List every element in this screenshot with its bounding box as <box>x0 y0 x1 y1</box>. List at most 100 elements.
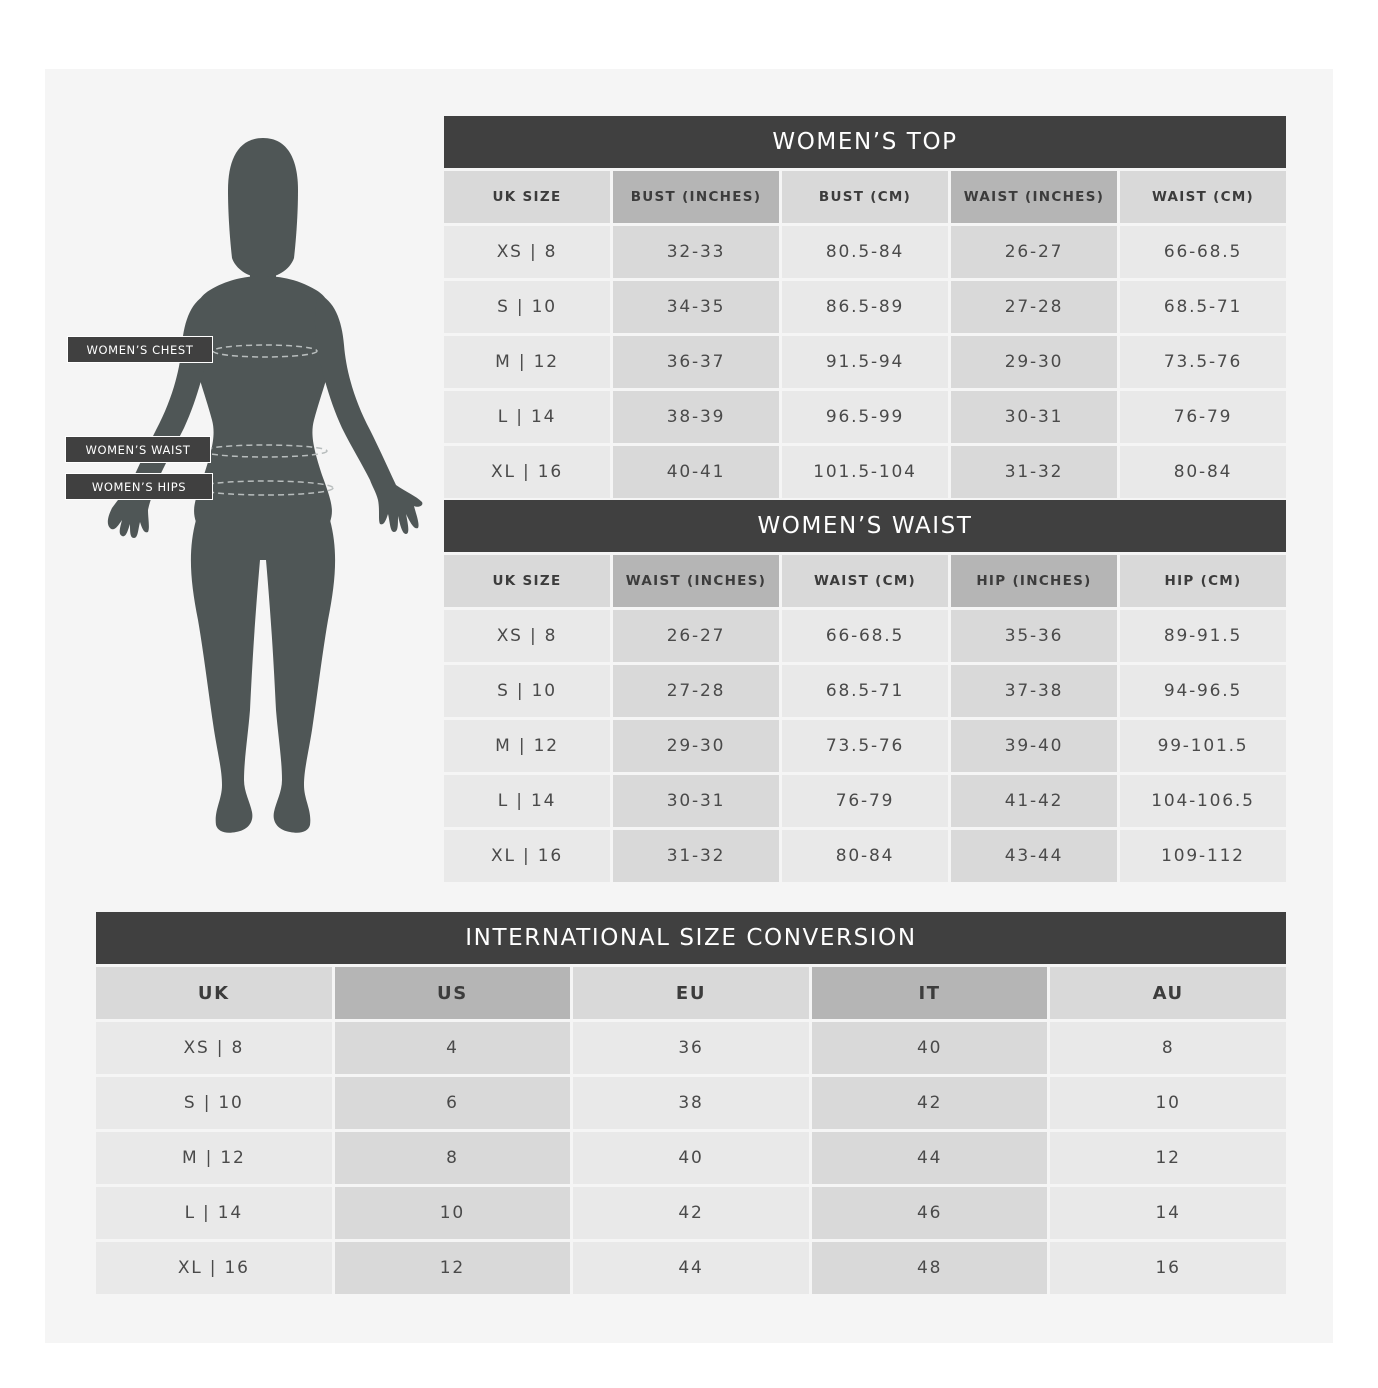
header-row: UK SIZE WAIST (INCHES) WAIST (CM) HIP (I… <box>444 555 1286 607</box>
table-cell: 80-84 <box>1120 446 1286 498</box>
table-row: XS | 8 4 36 40 8 <box>96 1022 1286 1074</box>
hips-label: WOMEN’S HIPS <box>65 473 213 500</box>
table-cell: 46 <box>811 1187 1048 1239</box>
table-cell: XS | 8 <box>444 610 610 662</box>
table-cell: 14 <box>1050 1187 1286 1239</box>
table-cell: 10 <box>1050 1077 1286 1129</box>
table-row: M | 12 36-37 91.5-94 29-30 73.5-76 <box>444 336 1286 388</box>
table-title: WOMEN’S WAIST <box>444 500 1286 552</box>
table-cell: 96.5-99 <box>782 391 948 443</box>
table-cell: 35-36 <box>951 610 1117 662</box>
table-cell: 29-30 <box>613 720 779 772</box>
table-cell: XL | 16 <box>444 446 610 498</box>
table-cell: 4 <box>334 1022 571 1074</box>
waist-label: WOMEN’S WAIST <box>65 436 211 463</box>
table-cell: 41-42 <box>951 775 1117 827</box>
table-cell: 27-28 <box>613 665 779 717</box>
column-header: WAIST (CM) <box>782 555 948 607</box>
table-title: WOMEN’S TOP <box>444 116 1286 168</box>
table-cell: 16 <box>1050 1242 1286 1294</box>
table-cell: 10 <box>334 1187 571 1239</box>
column-header: UK SIZE <box>444 555 610 607</box>
table-cell: 76-79 <box>782 775 948 827</box>
table-cell: 8 <box>1050 1022 1286 1074</box>
table-cell: L | 14 <box>444 775 610 827</box>
table-cell: 31-32 <box>613 830 779 882</box>
table-cell: M | 12 <box>96 1132 332 1184</box>
table-cell: L | 14 <box>444 391 610 443</box>
table-cell: 94-96.5 <box>1120 665 1286 717</box>
table-cell: 6 <box>334 1077 571 1129</box>
table-cell: XL | 16 <box>444 830 610 882</box>
table-row: L | 14 10 42 46 14 <box>96 1187 1286 1239</box>
table-cell: 86.5-89 <box>782 281 948 333</box>
table-cell: 48 <box>811 1242 1048 1294</box>
table-cell: XS | 8 <box>96 1022 332 1074</box>
table-row: XS | 8 26-27 66-68.5 35-36 89-91.5 <box>444 610 1286 662</box>
table-cell: 12 <box>334 1242 571 1294</box>
table-row: XL | 16 40-41 101.5-104 31-32 80-84 <box>444 446 1286 498</box>
column-header: EU <box>573 967 809 1019</box>
table-cell: M | 12 <box>444 336 610 388</box>
table-cell: 40-41 <box>613 446 779 498</box>
table-row: L | 14 38-39 96.5-99 30-31 76-79 <box>444 391 1286 443</box>
table-cell: 30-31 <box>951 391 1117 443</box>
table-cell: 40 <box>811 1022 1048 1074</box>
table-cell: 38 <box>573 1077 809 1129</box>
column-header: WAIST (INCHES) <box>951 171 1117 223</box>
column-header: UK <box>96 967 332 1019</box>
table-cell: 91.5-94 <box>782 336 948 388</box>
table-cell: 38-39 <box>613 391 779 443</box>
table-cell: 29-30 <box>951 336 1117 388</box>
table-cell: 66-68.5 <box>782 610 948 662</box>
table-row: L | 14 30-31 76-79 41-42 104-106.5 <box>444 775 1286 827</box>
column-header: IT <box>811 967 1048 1019</box>
womens-waist-table: WOMEN’S WAIST UK SIZE WAIST (INCHES) WAI… <box>444 500 1286 885</box>
chest-label: WOMEN’S CHEST <box>67 336 213 363</box>
table-cell: 80-84 <box>782 830 948 882</box>
header-row: UK US EU IT AU <box>96 967 1286 1019</box>
table-row: M | 12 8 40 44 12 <box>96 1132 1286 1184</box>
column-header: UK SIZE <box>444 171 610 223</box>
table-cell: 109-112 <box>1120 830 1286 882</box>
table-row: XS | 8 32-33 80.5-84 26-27 66-68.5 <box>444 226 1286 278</box>
table-cell: 12 <box>1050 1132 1286 1184</box>
table-cell: 8 <box>334 1132 571 1184</box>
column-header: HIP (CM) <box>1120 555 1286 607</box>
table-cell: 36-37 <box>613 336 779 388</box>
table-cell: 36 <box>573 1022 809 1074</box>
table-cell: 68.5-71 <box>782 665 948 717</box>
column-header: BUST (INCHES) <box>613 171 779 223</box>
table-cell: 44 <box>811 1132 1048 1184</box>
table-cell: 32-33 <box>613 226 779 278</box>
table-row: S | 10 6 38 42 10 <box>96 1077 1286 1129</box>
table-cell: 104-106.5 <box>1120 775 1286 827</box>
table-cell: 44 <box>573 1242 809 1294</box>
table-cell: 34-35 <box>613 281 779 333</box>
column-header: HIP (INCHES) <box>951 555 1117 607</box>
table-title: INTERNATIONAL SIZE CONVERSION <box>96 912 1286 964</box>
table-cell: 40 <box>573 1132 809 1184</box>
table-cell: 101.5-104 <box>782 446 948 498</box>
header-row: UK SIZE BUST (INCHES) BUST (CM) WAIST (I… <box>444 171 1286 223</box>
table-cell: 31-32 <box>951 446 1117 498</box>
table-cell: 37-38 <box>951 665 1117 717</box>
table-row: XL | 16 12 44 48 16 <box>96 1242 1286 1294</box>
table-row: S | 10 34-35 86.5-89 27-28 68.5-71 <box>444 281 1286 333</box>
table-cell: 26-27 <box>613 610 779 662</box>
table-cell: 68.5-71 <box>1120 281 1286 333</box>
table-cell: L | 14 <box>96 1187 332 1239</box>
table-cell: XL | 16 <box>96 1242 332 1294</box>
table-cell: 42 <box>573 1187 809 1239</box>
table-cell: M | 12 <box>444 720 610 772</box>
column-header: AU <box>1050 967 1286 1019</box>
table-cell: 30-31 <box>613 775 779 827</box>
table-cell: 27-28 <box>951 281 1117 333</box>
column-header: BUST (CM) <box>782 171 948 223</box>
column-header: US <box>334 967 571 1019</box>
table-cell: 99-101.5 <box>1120 720 1286 772</box>
table-cell: 89-91.5 <box>1120 610 1286 662</box>
table-cell: S | 10 <box>444 281 610 333</box>
table-cell: 73.5-76 <box>1120 336 1286 388</box>
womens-top-table: WOMEN’S TOP UK SIZE BUST (INCHES) BUST (… <box>444 116 1286 501</box>
